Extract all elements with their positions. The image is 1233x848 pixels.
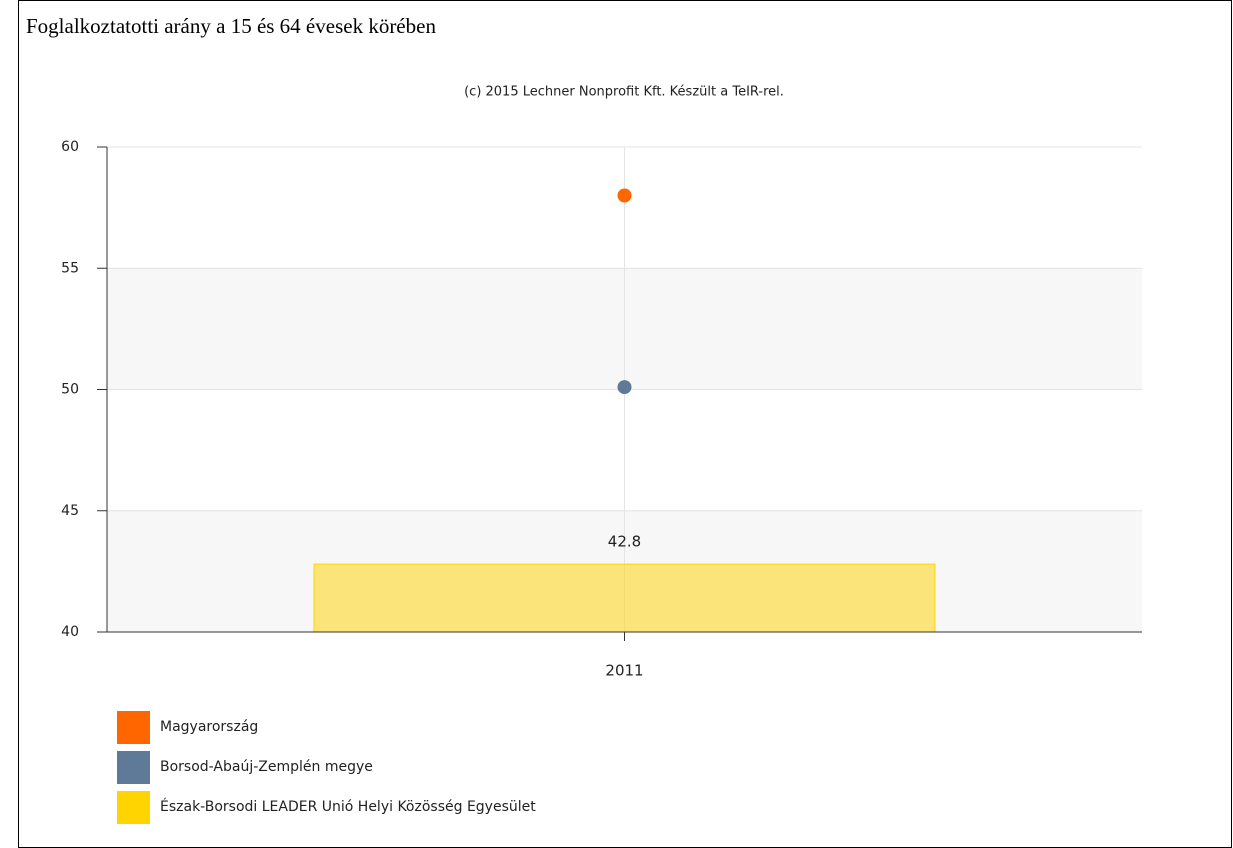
point	[617, 188, 632, 203]
legend-label: Észak-Borsodi LEADER Unió Helyi Közösség…	[160, 798, 536, 815]
point	[617, 380, 632, 395]
y-tick-label: 50	[61, 382, 79, 398]
chart-subtitle: (c) 2015 Lechner Nonprofit Kft. Készült …	[464, 85, 784, 100]
y-tick-label: 55	[61, 260, 79, 276]
y-tick-label: 40	[61, 624, 79, 640]
legend-label: Magyarország	[160, 719, 258, 735]
legend-label: Borsod-Abaúj-Zemplén megye	[160, 759, 373, 775]
y-tick-label: 45	[61, 503, 79, 519]
legend-swatch	[117, 711, 150, 744]
data-label: 42.8	[608, 533, 641, 551]
x-tick-label: 2011	[605, 662, 643, 680]
y-tick-label: 60	[61, 139, 79, 155]
legend-swatch	[117, 791, 150, 824]
bar	[313, 563, 936, 633]
chart-title: Foglalkoztatotti arány a 15 és 64 évesek…	[26, 14, 436, 38]
legend-swatch	[117, 751, 150, 784]
